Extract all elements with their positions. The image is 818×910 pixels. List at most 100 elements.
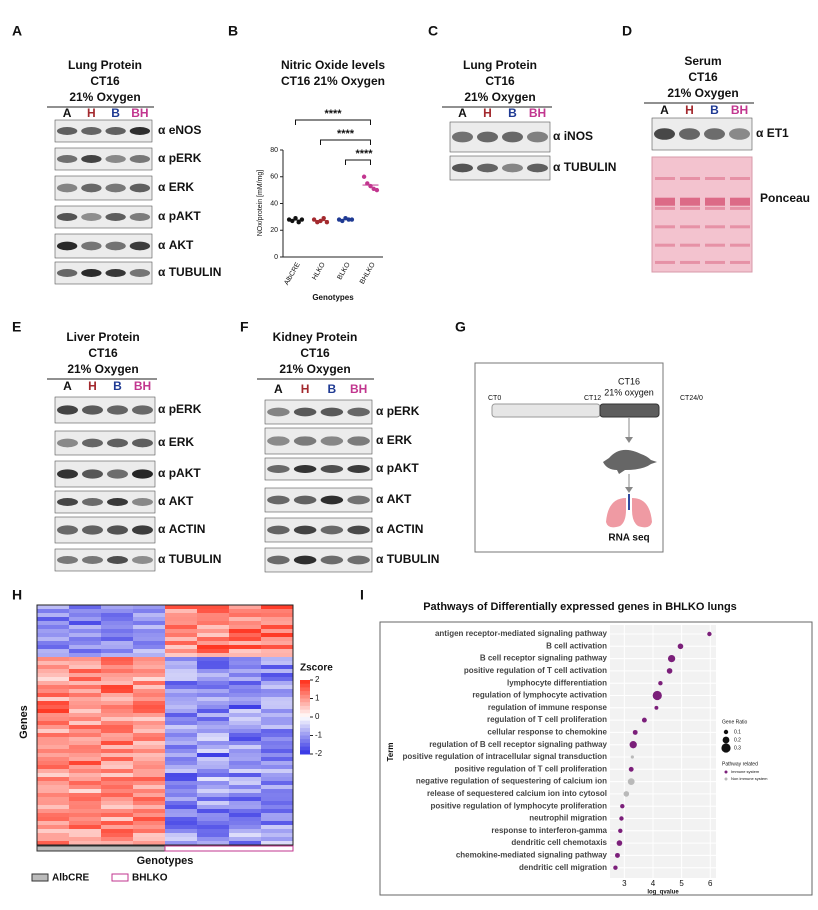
heatmap-cell: [197, 649, 230, 654]
heatmap-cell: [165, 693, 198, 698]
lane-label: B: [113, 379, 122, 393]
data-point: [293, 216, 298, 221]
heatmap-cell: [197, 793, 230, 798]
antibody-label: α pAKT: [158, 209, 201, 223]
heatmap-cell: [261, 657, 294, 662]
heatmap-cell: [229, 609, 262, 614]
heatmap-cell: [37, 789, 70, 794]
band: [527, 131, 548, 143]
heatmap-cell: [101, 761, 134, 766]
heatmap-cell: [229, 677, 262, 682]
legend-label: AlbCRE: [52, 873, 90, 884]
heatmap-cell: [197, 721, 230, 726]
significance-label: ****: [324, 108, 342, 120]
colorbar-step: [300, 694, 310, 699]
heatmap-cell: [197, 741, 230, 746]
ponceau-band: [705, 225, 725, 229]
band: [320, 495, 344, 505]
bubble: [623, 791, 630, 797]
heatmap-cell: [165, 749, 198, 754]
heatmap-cell: [165, 753, 198, 758]
heatmap-cell: [101, 629, 134, 634]
heatmap-cell: [229, 605, 262, 610]
heatmap-cell: [37, 673, 70, 678]
x-tick-label: 5: [679, 879, 684, 888]
heatmap-cell: [165, 825, 198, 830]
heatmap-cell: [261, 645, 294, 650]
heatmap-cell: [133, 605, 166, 610]
band: [704, 128, 725, 140]
band: [129, 269, 151, 277]
band: [57, 498, 78, 506]
heatmap-cell: [37, 797, 70, 802]
heatmap-cell: [69, 637, 102, 642]
band: [293, 525, 317, 535]
blot-strip: [264, 457, 373, 481]
heatmap-cell: [197, 725, 230, 730]
heatmap-cell: [133, 633, 166, 638]
heatmap-cell: [37, 729, 70, 734]
heatmap-cell: [37, 605, 70, 610]
output-label: RNA seq: [608, 533, 649, 544]
heatmap-cell: [133, 729, 166, 734]
heatmap-cell: [101, 717, 134, 722]
heatmap-cell: [197, 653, 230, 658]
heatmap-cell: [165, 789, 198, 794]
legend-swatch: [111, 873, 129, 882]
colorbar-step: [300, 742, 310, 748]
heatmap-cell: [165, 673, 198, 678]
blot-strip: [54, 205, 153, 229]
data-point: [361, 174, 367, 179]
heatmap-cell: [101, 645, 134, 650]
heatmap-cell: [69, 733, 102, 738]
legend-label: 0.1: [734, 729, 741, 735]
term-label: B cell receptor signaling pathway: [480, 654, 608, 663]
heatmap-cell: [69, 805, 102, 810]
heatmap-cell: [229, 637, 262, 642]
heatmap-cell: [165, 813, 198, 818]
panel-label: C: [428, 23, 438, 39]
panel-label: D: [622, 23, 632, 39]
heatmap-cell: [261, 717, 294, 722]
heatmap-cell: [165, 609, 198, 614]
heatmap-cell: [165, 777, 198, 782]
band: [320, 436, 344, 446]
colorbar-step: [300, 750, 310, 755]
lane-label: H: [685, 103, 694, 117]
heatmap-cell: [101, 673, 134, 678]
data-point: [318, 218, 323, 224]
band: [132, 556, 153, 564]
colorbar-step: [300, 709, 310, 714]
panel-label: B: [228, 23, 238, 39]
heatmap-cell: [69, 717, 102, 722]
heatmap-cell: [197, 785, 230, 790]
heatmap-cell: [69, 669, 102, 674]
data-point: [340, 218, 345, 224]
blot-title: CT16: [300, 346, 330, 360]
heatmap-cell: [133, 785, 166, 790]
heatmap-cell: [101, 837, 134, 842]
heatmap-cell: [101, 681, 134, 686]
ponceau-band: [730, 197, 750, 206]
lane-label: H: [301, 382, 310, 396]
heatmap-cell: [37, 637, 70, 642]
heatmap-cell: [101, 793, 134, 798]
heatmap-cell: [229, 621, 262, 626]
heatmap-cell: [229, 741, 262, 746]
heatmap-cell: [69, 653, 102, 658]
colorbar-tick-label: 2: [315, 675, 320, 684]
heatmap-cell: [37, 713, 70, 718]
timeline-label: CT24/0: [680, 395, 703, 402]
band: [293, 465, 317, 473]
heatmap-cell: [69, 769, 102, 774]
heatmap-cell: [69, 785, 102, 790]
ponceau-band: [730, 177, 750, 180]
heatmap-cell: [197, 753, 230, 758]
band: [347, 465, 370, 473]
heatmap-cell: [101, 693, 134, 698]
heatmap-cell: [37, 621, 70, 626]
heatmap-cell: [229, 797, 262, 802]
antibody-label: α ERK: [158, 435, 194, 449]
heatmap-cell: [101, 841, 134, 846]
heatmap-cell: [101, 689, 134, 694]
